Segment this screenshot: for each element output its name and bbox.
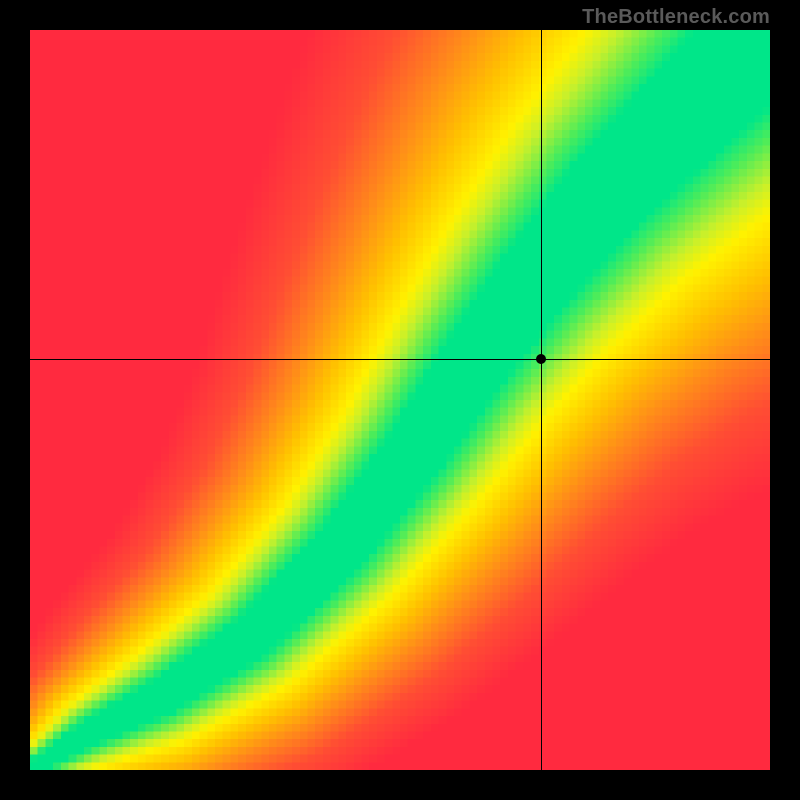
watermark-text: TheBottleneck.com [582, 6, 770, 29]
crosshair-vertical [541, 30, 542, 770]
plot-area [30, 30, 770, 770]
heatmap-canvas [30, 30, 770, 770]
marker-point [536, 354, 546, 364]
chart-container: TheBottleneck.com [0, 0, 800, 800]
crosshair-horizontal [30, 359, 770, 360]
